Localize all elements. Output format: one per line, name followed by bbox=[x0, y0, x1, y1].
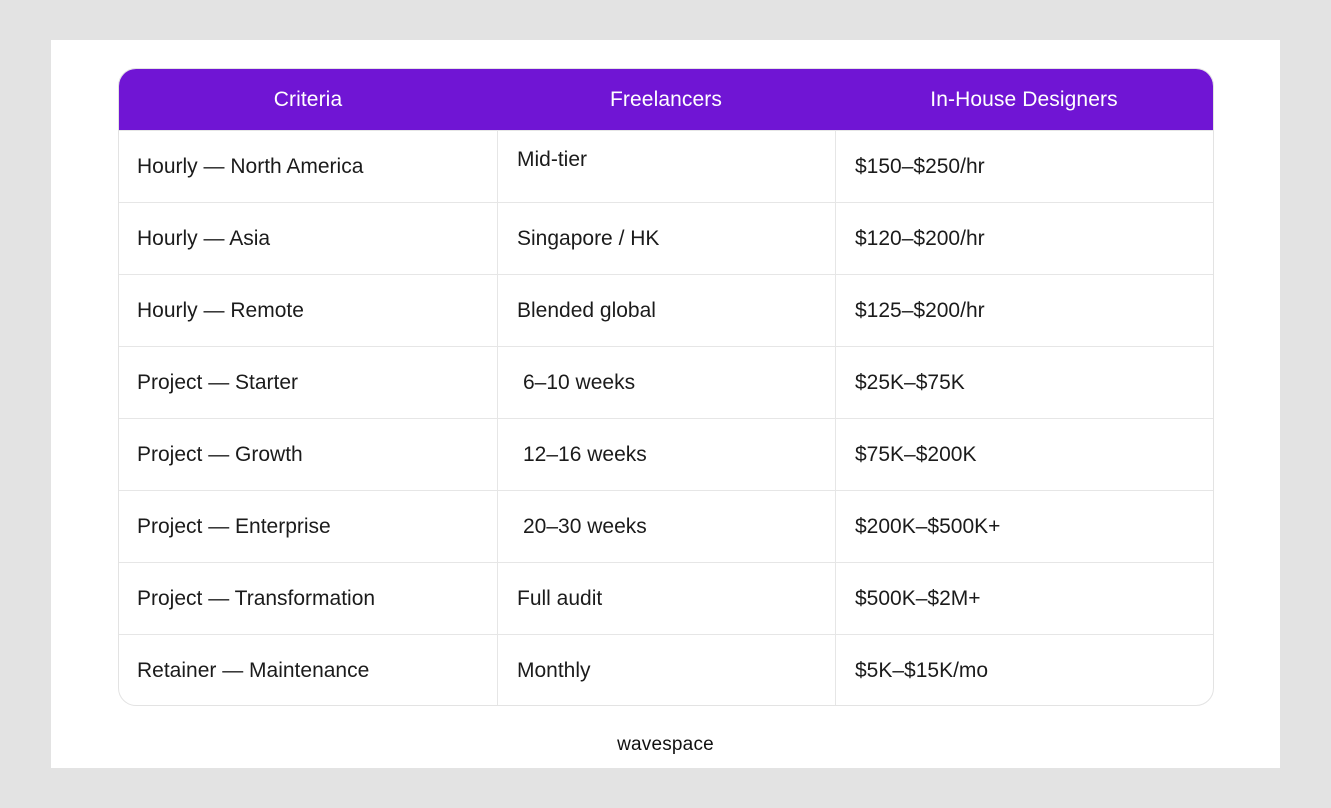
criteria-cell: Project — Growth bbox=[137, 443, 303, 466]
table-row: Hourly — Remote Blended global $125–$200… bbox=[119, 274, 1213, 346]
criteria-cell: Retainer — Maintenance bbox=[137, 659, 370, 682]
comparison-table: Criteria Freelancers In-House Designers … bbox=[118, 68, 1214, 706]
criteria-cell: Project — Starter bbox=[137, 371, 299, 394]
freelancers-cell: 6–10 weeks bbox=[523, 371, 636, 394]
header-freelancers: Freelancers bbox=[610, 88, 722, 111]
freelancers-cell: 12–16 weeks bbox=[523, 443, 647, 466]
in-house-cell: $200K–$500K+ bbox=[855, 515, 1001, 538]
in-house-cell: $75K–$200K bbox=[855, 443, 977, 466]
criteria-cell: Project — Transformation bbox=[137, 587, 376, 610]
in-house-cell: $125–$200/hr bbox=[855, 299, 985, 322]
freelancers-cell: Full audit bbox=[517, 587, 603, 610]
column-divider bbox=[497, 130, 498, 705]
table-row: Hourly — Asia Singapore / HK $120–$200/h… bbox=[119, 202, 1213, 274]
table-row: Retainer — Maintenance Monthly $5K–$15K/… bbox=[119, 634, 1213, 705]
in-house-cell: $500K–$2M+ bbox=[855, 587, 981, 610]
table-row: Project — Enterprise 20–30 weeks $200K–$… bbox=[119, 490, 1213, 562]
column-divider bbox=[835, 130, 836, 705]
criteria-cell: Project — Enterprise bbox=[137, 515, 331, 538]
in-house-cell: $120–$200/hr bbox=[855, 227, 985, 250]
wavespace-logo: wavespace bbox=[617, 734, 714, 755]
freelancers-cell: Mid-tier bbox=[517, 148, 588, 171]
criteria-cell: Hourly — Asia bbox=[137, 227, 271, 250]
freelancers-cell: Singapore / HK bbox=[517, 227, 660, 250]
in-house-cell: $25K–$75K bbox=[855, 371, 965, 394]
header-in-house-designers: In-House Designers bbox=[930, 88, 1118, 111]
in-house-cell: $150–$250/hr bbox=[855, 155, 985, 178]
freelancers-cell: Monthly bbox=[517, 659, 591, 682]
table-row: Project — Growth 12–16 weeks $75K–$200K bbox=[119, 418, 1213, 490]
freelancers-cell: Blended global bbox=[517, 299, 656, 322]
content-card: Criteria Freelancers In-House Designers … bbox=[51, 40, 1280, 768]
table-row: Hourly — North America Mid-tier $150–$25… bbox=[119, 130, 1213, 202]
table-row: Project — Transformation Full audit $500… bbox=[119, 562, 1213, 634]
table-header: Criteria Freelancers In-House Designers bbox=[119, 69, 1213, 130]
freelancers-cell: 20–30 weeks bbox=[523, 515, 647, 538]
in-house-cell: $5K–$15K/mo bbox=[855, 659, 989, 682]
criteria-cell: Hourly — North America bbox=[137, 155, 364, 178]
header-criteria: Criteria bbox=[273, 88, 343, 111]
criteria-cell: Hourly — Remote bbox=[137, 299, 304, 322]
table-row: Project — Starter 6–10 weeks $25K–$75K bbox=[119, 346, 1213, 418]
